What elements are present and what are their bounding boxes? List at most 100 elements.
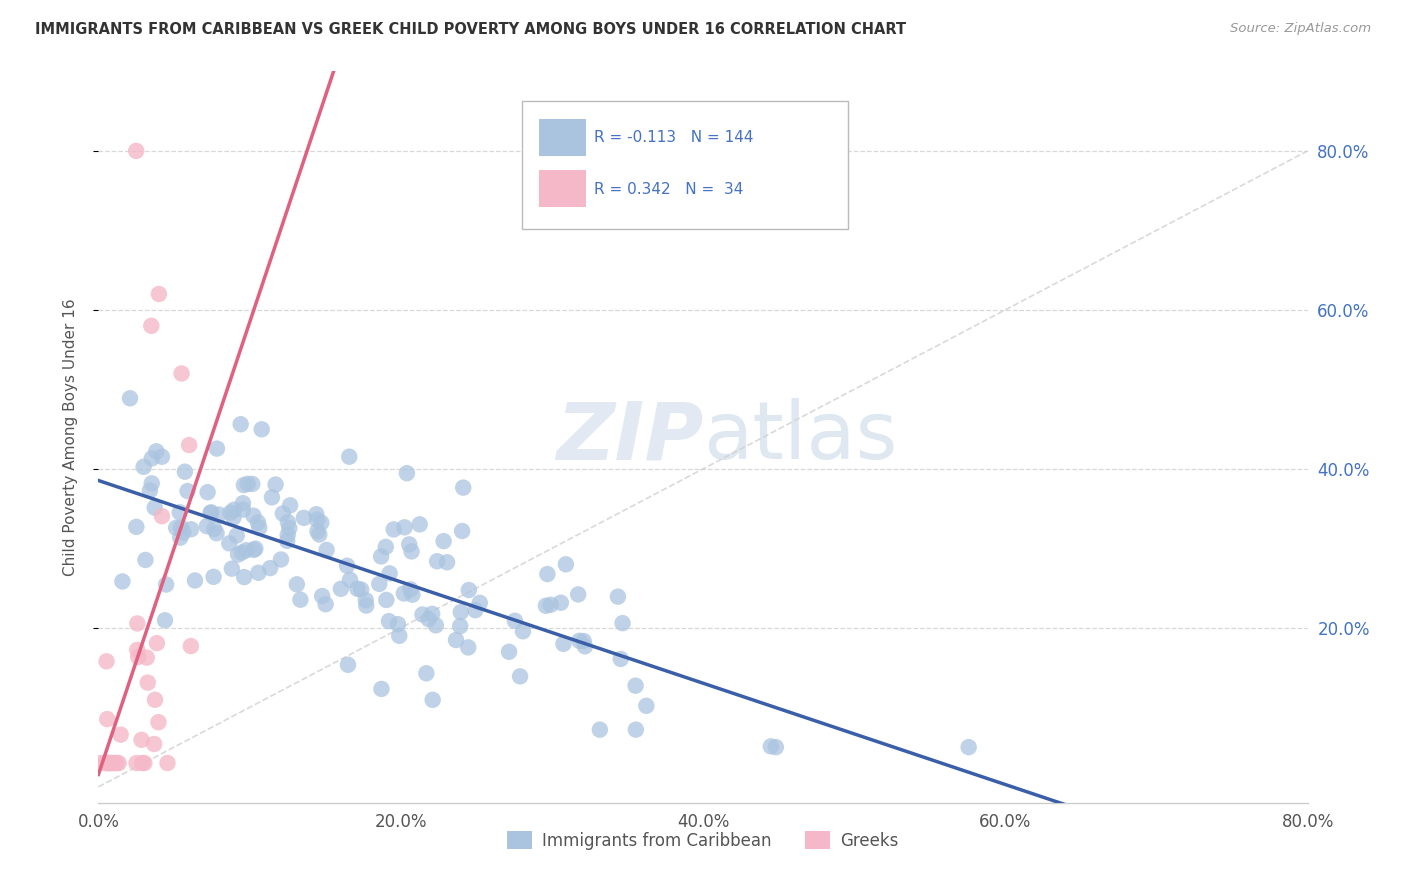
Point (134, 553, 156, 567)
Point (127, 649, 149, 664)
Point (311, 516, 333, 530)
FancyBboxPatch shape (538, 119, 586, 156)
Point (240, 477, 263, 491)
Point (957, 740, 980, 755)
Text: ZIP: ZIP (555, 398, 703, 476)
Point (96, 712, 118, 726)
Point (150, 450, 173, 464)
Point (127, 616, 149, 631)
Point (354, 593, 377, 607)
Point (311, 589, 333, 603)
Point (624, 679, 647, 693)
Point (94, 756, 117, 770)
Point (247, 521, 270, 535)
Point (375, 593, 398, 607)
Point (378, 614, 401, 628)
Point (411, 607, 433, 622)
Point (277, 528, 299, 542)
Point (278, 521, 301, 535)
Point (250, 422, 273, 436)
Point (512, 624, 534, 639)
Point (553, 637, 575, 651)
Point (290, 592, 312, 607)
Point (200, 506, 222, 520)
Y-axis label: Child Poverty Among Boys Under 16: Child Poverty Among Boys Under 16 (63, 298, 77, 576)
Point (232, 496, 254, 510)
Point (180, 639, 202, 653)
Point (370, 681, 392, 696)
Point (354, 599, 377, 613)
Point (277, 515, 299, 529)
Point (208, 508, 231, 522)
Point (337, 450, 360, 464)
Point (156, 756, 179, 770)
Point (612, 616, 634, 631)
Point (346, 582, 368, 596)
Point (401, 588, 423, 602)
Point (131, 732, 153, 747)
Point (568, 633, 591, 648)
Point (150, 509, 173, 524)
Point (315, 543, 337, 558)
Point (127, 643, 149, 657)
Point (245, 541, 267, 556)
Point (534, 599, 557, 613)
Point (103, 756, 125, 770)
Point (97, 756, 120, 770)
Point (307, 513, 329, 527)
Point (336, 558, 359, 573)
Point (451, 524, 474, 538)
Point (305, 508, 328, 522)
Point (148, 287, 170, 301)
Point (225, 528, 247, 542)
Point (378, 566, 401, 581)
Text: R = 0.342   N =  34: R = 0.342 N = 34 (595, 182, 744, 196)
Point (436, 555, 458, 569)
Point (315, 597, 337, 611)
Point (426, 554, 449, 568)
Point (222, 510, 245, 524)
FancyBboxPatch shape (522, 101, 848, 228)
Point (759, 739, 782, 754)
Point (388, 629, 411, 643)
Point (146, 636, 169, 650)
Legend: Immigrants from Caribbean, Greeks: Immigrants from Caribbean, Greeks (501, 824, 905, 856)
Point (271, 507, 294, 521)
Point (242, 508, 264, 523)
Point (134, 756, 156, 770)
Point (554, 558, 576, 572)
Point (125, 756, 148, 770)
Point (270, 552, 292, 566)
Point (418, 612, 440, 626)
Point (606, 590, 628, 604)
Point (382, 523, 405, 537)
Point (260, 491, 283, 505)
Point (422, 693, 444, 707)
Point (145, 444, 167, 458)
Point (205, 526, 228, 541)
Point (219, 506, 242, 520)
Point (141, 476, 163, 491)
Point (409, 517, 432, 532)
Point (278, 499, 301, 513)
Point (450, 605, 472, 619)
Point (624, 723, 647, 737)
Point (368, 577, 391, 591)
Point (415, 666, 437, 681)
Point (179, 438, 201, 452)
Point (540, 598, 562, 612)
Point (235, 543, 257, 558)
Point (97, 756, 120, 770)
Point (89, 756, 111, 770)
Point (143, 692, 166, 706)
Point (135, 650, 157, 665)
Point (236, 476, 259, 491)
Point (457, 582, 479, 597)
Point (165, 521, 187, 535)
Point (132, 459, 155, 474)
Point (609, 652, 631, 666)
Point (464, 603, 486, 617)
Point (155, 577, 177, 591)
Point (420, 607, 443, 621)
Point (536, 567, 558, 582)
